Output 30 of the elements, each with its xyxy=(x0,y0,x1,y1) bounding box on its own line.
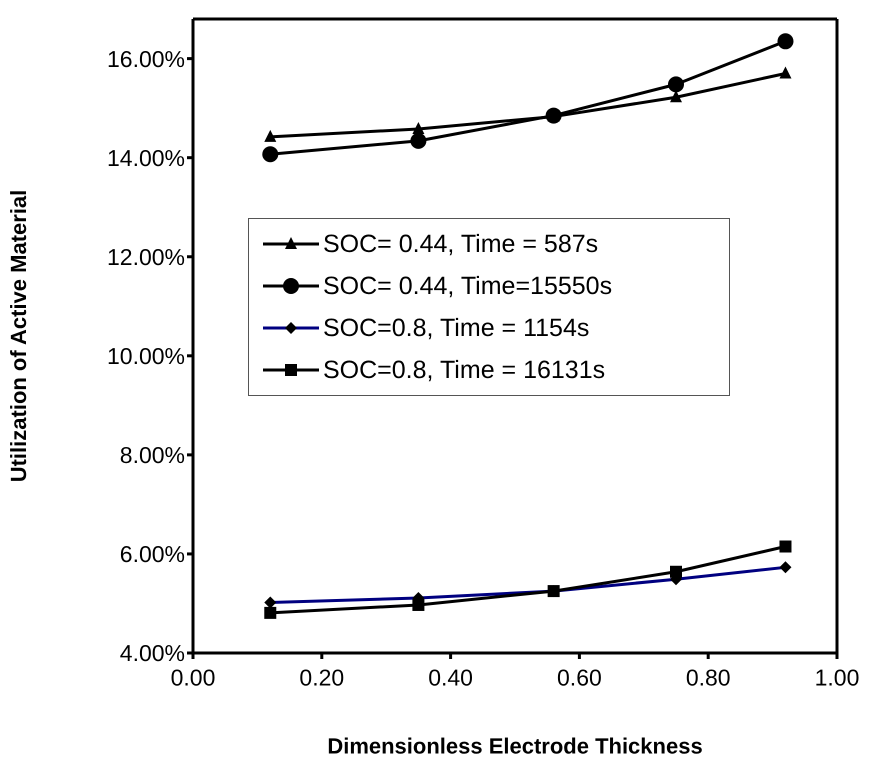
x-axis-title: Dimensionless Electrode Thickness xyxy=(327,734,703,759)
x-tick-label: 0.20 xyxy=(299,664,344,690)
y-tick-label: 16.00% xyxy=(106,46,185,72)
x-tick-label: 1.00 xyxy=(814,664,860,690)
point xyxy=(412,598,424,611)
y-axis-title: Utilization of Active Material xyxy=(6,190,31,482)
y-tick-label: 4.00% xyxy=(120,640,185,666)
y-tick-label: 14.00% xyxy=(106,144,185,171)
point xyxy=(668,76,684,92)
legend-label: SOC=0.8, Time = 16131s xyxy=(323,356,606,384)
point xyxy=(779,66,792,78)
y-tick-label: 12.00% xyxy=(106,244,185,270)
y-tick-label: 10.00% xyxy=(106,342,185,369)
legend-label: SOC=0.8, Time = 1154s xyxy=(323,314,590,342)
point xyxy=(410,132,426,149)
x-tick-label: 0.40 xyxy=(428,664,473,690)
y-tick-label: 8.00% xyxy=(120,442,185,468)
point xyxy=(412,122,424,134)
x-tick-label: 0.60 xyxy=(557,664,602,690)
x-tick-label: 0.80 xyxy=(686,664,731,690)
point xyxy=(264,606,276,619)
point xyxy=(670,566,682,578)
point xyxy=(777,33,794,50)
point xyxy=(264,130,276,142)
y-tick-label: 6.00% xyxy=(120,541,185,568)
point xyxy=(262,146,278,162)
legend-label: SOC= 0.44, Time=15550s xyxy=(323,272,612,300)
x-tick-label: 0.00 xyxy=(170,664,216,690)
legend-label: SOC= 0.44, Time = 587s xyxy=(323,230,598,258)
point xyxy=(779,540,792,553)
